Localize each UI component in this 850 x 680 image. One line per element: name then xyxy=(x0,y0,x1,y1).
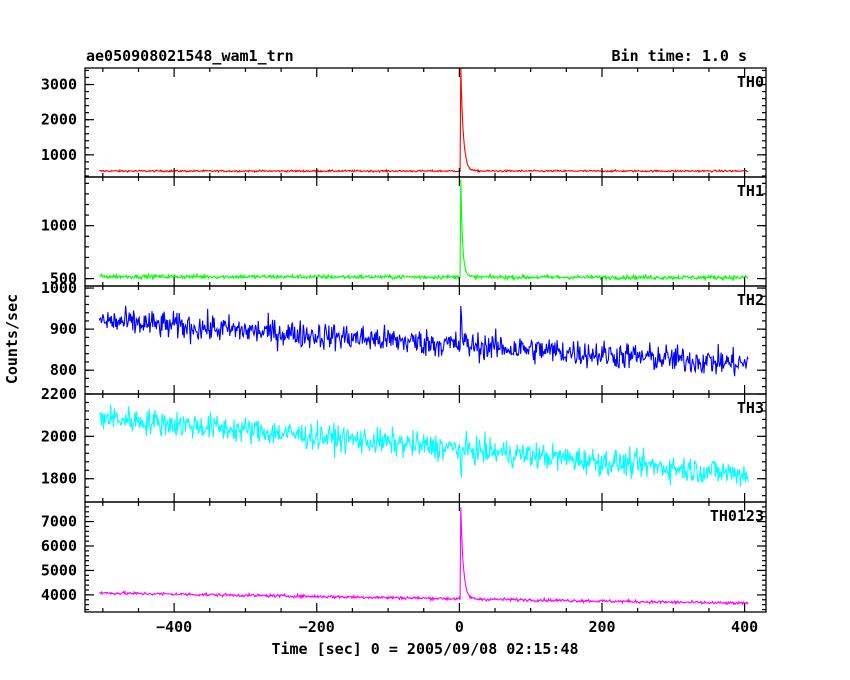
panel-frame xyxy=(84,285,767,395)
y-tick-label: 900 xyxy=(50,320,77,338)
y-tick-label: 3000 xyxy=(41,76,77,94)
y-tick-label: 7000 xyxy=(41,513,77,531)
y-tick-label: 800 xyxy=(50,361,77,379)
series-th1 xyxy=(99,179,749,282)
y-tick-label: 2200 xyxy=(41,385,77,403)
y-tick-label: 4000 xyxy=(41,586,77,604)
x-tick-labels: −400 −200 0 200 400 xyxy=(156,618,758,636)
y-tick-label: 1000 xyxy=(41,146,77,164)
y-tick-label: 1800 xyxy=(41,470,77,488)
panel-label-th0: TH0 xyxy=(737,73,764,91)
x-tick-label: 400 xyxy=(731,618,758,636)
x-axis-label: Time [sec] 0 = 2005/09/08 02:15:48 xyxy=(271,640,578,658)
panel-label-th0123: TH0123 xyxy=(710,507,764,525)
panel-frame xyxy=(84,393,767,503)
panel-th3: 1800 2000 2200 TH3 xyxy=(41,385,767,503)
panel-frame xyxy=(84,501,767,613)
panel-label-th1: TH1 xyxy=(737,182,764,200)
panel-th0: 1000 2000 3000 TH0 xyxy=(41,67,767,178)
x-tick-label: −200 xyxy=(299,618,335,636)
panel-th2: 800 900 1000 TH2 xyxy=(41,279,767,395)
y-tick-label: 6000 xyxy=(41,537,77,555)
x-tick-label: 0 xyxy=(455,618,464,636)
panel-th1: 500 1000 TH1 xyxy=(41,176,767,288)
series-th0 xyxy=(99,68,749,174)
series-th0123 xyxy=(98,507,749,606)
y-tick-label: 2000 xyxy=(41,427,77,445)
y-axis-label: Counts/sec xyxy=(3,294,21,384)
panel-th0123: 4000 5000 6000 7000 TH0123 xyxy=(41,501,767,613)
panel-label-th3: TH3 xyxy=(737,399,764,417)
y-tick-label: 500 xyxy=(50,270,77,288)
series-th2 xyxy=(98,305,749,377)
series-th3 xyxy=(98,404,749,487)
y-tick-label: 2000 xyxy=(41,111,77,129)
x-tick-label: −400 xyxy=(156,618,192,636)
y-tick-label: 1000 xyxy=(41,279,77,297)
bin-time-label: Bin time: 1.0 s xyxy=(612,47,747,65)
panel-label-th2: TH2 xyxy=(737,291,764,309)
chart-title: ae050908021548_wam1_trn xyxy=(86,47,294,65)
x-tick-label: 200 xyxy=(588,618,615,636)
panel-frame xyxy=(84,176,767,287)
y-tick-label: 1000 xyxy=(41,217,77,235)
y-tick-label: 5000 xyxy=(41,561,77,579)
panel-frame xyxy=(84,67,767,178)
